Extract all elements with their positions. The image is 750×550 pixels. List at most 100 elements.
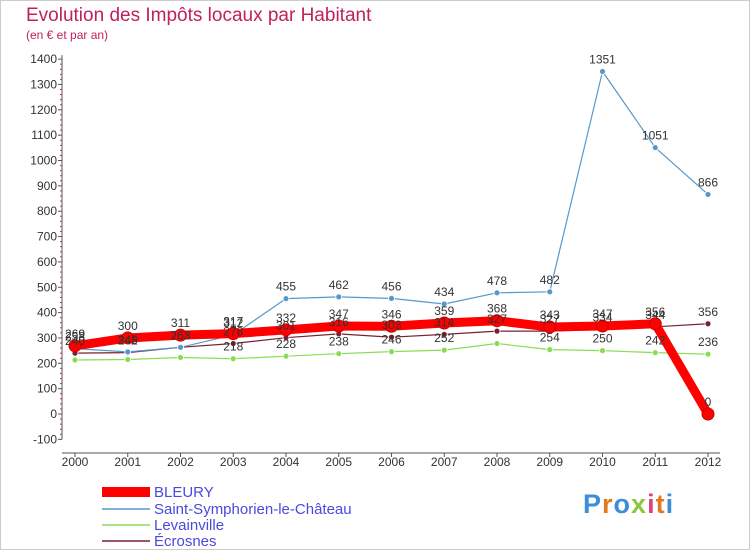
data-point <box>335 293 343 301</box>
data-point <box>546 346 554 354</box>
legend-swatch <box>102 487 150 497</box>
data-point <box>177 343 184 351</box>
data-label: 368 <box>487 302 507 316</box>
data-label: 346 <box>381 307 401 321</box>
data-point <box>440 346 448 354</box>
data-label: 344 <box>645 308 665 322</box>
y-tick-label: 1000 <box>30 154 57 168</box>
data-label: 359 <box>434 304 454 318</box>
data-point <box>71 356 79 364</box>
data-point <box>493 327 501 335</box>
data-label: 332 <box>276 311 296 325</box>
data-label: 236 <box>698 335 718 349</box>
data-label: 246 <box>381 333 401 347</box>
data-point <box>226 327 240 341</box>
y-tick-label: -100 <box>33 432 57 446</box>
data-label: 456 <box>381 279 401 293</box>
legend-label: BLEURY <box>154 484 214 501</box>
data-point <box>704 350 712 358</box>
y-tick-label: 100 <box>37 382 57 396</box>
data-point <box>332 319 346 333</box>
x-tick-label: 2005 <box>325 455 352 469</box>
data-point <box>385 319 398 333</box>
data-label: 434 <box>434 285 454 299</box>
data-point <box>596 319 609 333</box>
y-tick-label: 1200 <box>30 103 57 117</box>
data-label: 301 <box>276 319 296 333</box>
logo-letter: r <box>602 489 614 519</box>
data-point <box>701 407 715 421</box>
legend: BLEURYSaint-Symphorien-le-ChâteauLevainv… <box>102 484 352 550</box>
x-tick-label: 2008 <box>484 455 511 469</box>
y-tick-label: 500 <box>37 280 57 294</box>
data-label: 343 <box>540 308 560 322</box>
data-label: 269 <box>65 327 85 341</box>
data-labels: 269 300 311 317 332 347 346 359 368 343 347 356 0 258… <box>65 53 718 409</box>
data-point <box>440 331 448 338</box>
x-tick-label: 2006 <box>378 455 405 469</box>
data-label: 303 <box>381 318 401 332</box>
data-label: 327 <box>487 312 507 326</box>
x-tick-label: 2002 <box>167 455 194 469</box>
data-label: 238 <box>329 335 349 349</box>
data-point <box>493 340 501 347</box>
data-point <box>599 68 606 75</box>
x-tick-label: 2001 <box>114 455 141 469</box>
x-tick-label: 2010 <box>589 455 616 469</box>
data-label: 316 <box>329 315 349 329</box>
data-label: 254 <box>540 331 560 345</box>
data-label: 356 <box>645 305 665 319</box>
data-label: 334 <box>592 310 612 324</box>
data-label: 317 <box>223 315 243 329</box>
chart-title: Evolution des Impôts locaux par Habitant <box>26 5 372 26</box>
data-label: 347 <box>329 307 349 321</box>
y-tick-label: 400 <box>37 306 57 320</box>
data-point <box>279 323 293 337</box>
data-label: 1051 <box>642 129 669 143</box>
legend-label: Saint-Symphorien-le-Château <box>154 501 352 518</box>
data-point <box>68 339 82 353</box>
data-point <box>651 144 659 151</box>
x-tick-label: 2003 <box>220 455 247 469</box>
proxiti-logo: Proxiti <box>583 489 674 520</box>
data-point <box>648 317 662 331</box>
data-label: 866 <box>698 175 718 189</box>
data-label: 356 <box>698 305 718 319</box>
x-tick-label: 2000 <box>62 455 89 469</box>
legend-label: Écrosnes <box>154 533 217 550</box>
data-label: 347 <box>592 307 612 321</box>
y-tick-label: 1100 <box>31 128 57 142</box>
logo-letter: x <box>631 489 648 519</box>
y-tick-label: 800 <box>37 204 57 218</box>
data-label: 263 <box>170 328 190 342</box>
logo-letter: o <box>613 489 632 519</box>
data-label: 252 <box>434 331 454 345</box>
data-point <box>177 354 184 361</box>
data-point <box>440 300 448 308</box>
data-label: 240 <box>65 334 85 348</box>
y-tick-label: 700 <box>37 230 57 244</box>
data-point <box>543 320 557 334</box>
data-label: 250 <box>592 332 612 346</box>
data-point <box>493 289 501 297</box>
x-tick-label: 2009 <box>536 455 563 469</box>
data-label: 312 <box>223 316 243 330</box>
data-point <box>704 320 712 328</box>
data-label: 311 <box>171 316 190 330</box>
data-point <box>174 328 187 342</box>
data-point <box>282 295 290 303</box>
y-tick-label: 600 <box>37 255 57 269</box>
data-label: 263 <box>170 328 190 342</box>
data-label: 482 <box>540 273 560 287</box>
y-tick-label: 0 <box>50 407 57 421</box>
data-label: 228 <box>276 337 296 351</box>
series-layer <box>68 68 715 421</box>
data-point <box>124 348 132 356</box>
x-tick-label: 2011 <box>642 455 668 469</box>
data-label: 242 <box>118 334 138 348</box>
data-label: 278 <box>223 325 243 339</box>
data-label: 0 <box>705 395 712 409</box>
data-point <box>124 356 132 363</box>
data-point <box>229 340 237 347</box>
